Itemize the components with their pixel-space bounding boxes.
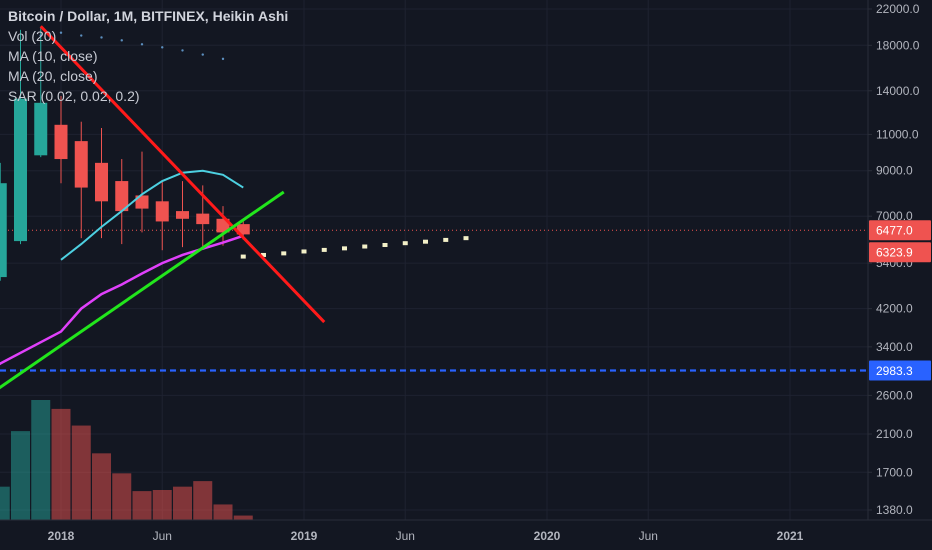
chart-legend: Bitcoin / Dollar, 1M, BITFINEX, Heikin A… <box>8 6 288 106</box>
volume-bar <box>233 515 253 520</box>
horizontal-lines <box>0 229 868 372</box>
price-axis <box>868 0 932 550</box>
parabolic-sar <box>39 31 469 259</box>
trendline-support <box>0 190 285 390</box>
chart-title: Bitcoin / Dollar, 1M, BITFINEX, Heikin A… <box>8 8 289 24</box>
volume-bar <box>132 491 152 520</box>
sar-dot <box>443 237 449 242</box>
trendline-resistance <box>39 25 326 324</box>
volume-bar <box>31 400 51 520</box>
sar-dot <box>321 247 327 252</box>
candle-body <box>236 224 250 235</box>
sar-dot <box>59 31 63 34</box>
volume-bar <box>0 486 10 520</box>
legend-ma20[interactable]: MA (20, close) <box>8 68 98 84</box>
sar-dot <box>100 36 103 39</box>
legend-ma10[interactable]: MA (10, close) <box>8 48 98 64</box>
sar-dot <box>281 251 287 256</box>
sar-dot <box>140 43 144 46</box>
price-tag <box>869 220 931 241</box>
x-tick-label: Jun <box>396 529 415 543</box>
moving-averages <box>0 169 244 366</box>
x-tick-label: 2019 <box>291 529 318 543</box>
y-tick-label: 3400.0 <box>876 340 913 354</box>
volume-bar <box>152 490 172 520</box>
y-tick-label: 14000.0 <box>876 84 920 98</box>
candle-body <box>0 183 7 278</box>
volume-bar <box>92 453 111 520</box>
candle-body <box>14 98 27 242</box>
ma10-line <box>60 169 244 261</box>
volume-bar <box>71 425 91 520</box>
sar-dot <box>80 34 83 37</box>
candle-body <box>54 124 68 160</box>
candle-body <box>135 195 149 209</box>
x-tick-label: 2020 <box>534 529 561 543</box>
volume-bar <box>173 486 192 520</box>
legend-sar[interactable]: SAR (0.02, 0.02, 0.2) <box>8 88 140 104</box>
sar-dot <box>342 246 347 251</box>
price-tag <box>869 360 931 381</box>
volume-bars <box>0 400 253 520</box>
candle-body <box>155 201 169 222</box>
y-tick-label: 4200.0 <box>876 302 913 316</box>
sar-dot <box>382 242 388 247</box>
sar-dot <box>161 46 164 49</box>
price-tag-label: 6323.9 <box>876 246 913 260</box>
trendlines <box>0 25 326 390</box>
candle-body <box>196 213 210 225</box>
sar-dot <box>301 249 307 254</box>
price-tag-label: 2983.3 <box>876 364 913 378</box>
y-tick-label: 9000.0 <box>876 164 913 178</box>
sar-dot <box>402 241 408 246</box>
sar-dot <box>423 239 428 244</box>
x-tick-label: Jun <box>639 529 658 543</box>
sar-dot <box>39 34 42 37</box>
volume-bar <box>193 481 213 520</box>
sar-dot <box>181 49 184 52</box>
y-tick-label: 1700.0 <box>876 465 913 479</box>
volume-bar <box>51 408 71 520</box>
volume-bar <box>112 473 132 520</box>
candle-body <box>176 211 189 219</box>
sar-dot <box>240 254 246 259</box>
sar-dot <box>261 252 266 257</box>
candles <box>0 27 250 281</box>
y-tick-label: 18000.0 <box>876 38 920 52</box>
volume-bar <box>11 431 30 520</box>
y-tick-label: 7000.0 <box>876 209 913 223</box>
sar-dot <box>120 39 123 42</box>
price-tag <box>869 242 931 263</box>
y-tick-label: 22000.0 <box>876 2 920 16</box>
candle-body <box>74 141 88 188</box>
grid-lines <box>0 0 868 520</box>
x-tick-label: 2021 <box>777 529 804 543</box>
volume-bar <box>213 504 233 520</box>
price-tag-label: 6477.0 <box>876 224 913 238</box>
y-tick-label: 2600.0 <box>876 388 913 402</box>
candle-body <box>216 218 230 233</box>
y-tick-label: 2100.0 <box>876 427 913 441</box>
y-tick-label: 1380.0 <box>876 503 913 517</box>
sar-dot <box>463 236 469 241</box>
sar-dot <box>201 53 204 56</box>
x-tick-label: Jun <box>153 529 172 543</box>
ma20-line <box>0 234 244 366</box>
time-axis <box>0 520 932 550</box>
legend-volume[interactable]: Vol (20) <box>8 28 57 44</box>
x-tick-label: 2018 <box>48 529 75 543</box>
y-tick-label: 11000.0 <box>876 127 919 141</box>
candle-body <box>95 162 108 202</box>
sar-dot <box>221 57 225 61</box>
candle-body <box>115 181 129 212</box>
sar-dot <box>362 244 368 249</box>
candle-body <box>34 102 48 156</box>
